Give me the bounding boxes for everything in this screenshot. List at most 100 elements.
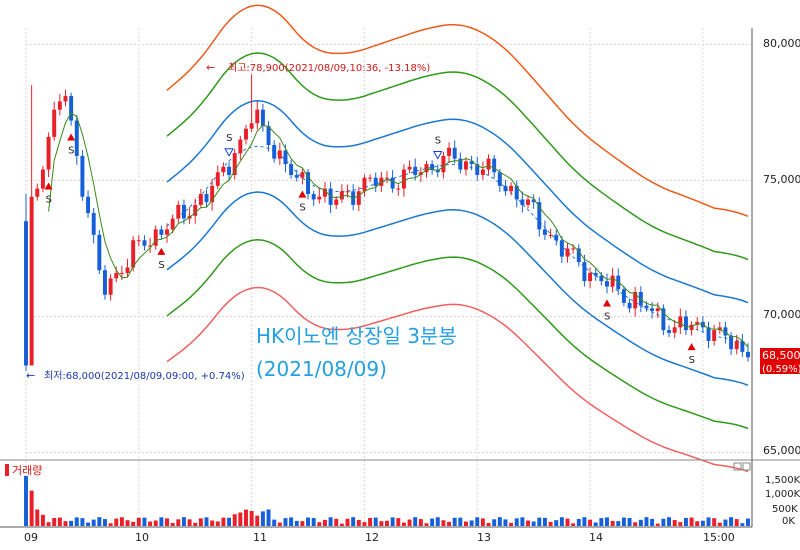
y-tick-label: 70,000 (763, 308, 800, 321)
volume-bar (57, 517, 62, 526)
volume-bar (616, 521, 621, 526)
candle (509, 185, 514, 192)
volume-bar (102, 519, 107, 526)
candle (565, 248, 570, 257)
volume-bar (418, 519, 423, 526)
candle (244, 128, 248, 140)
candle (514, 185, 519, 200)
candle (627, 302, 632, 309)
volume-bar (221, 517, 226, 526)
volume-bar (542, 517, 547, 526)
y-tick-label: 80,000 (763, 37, 800, 50)
candle (181, 204, 186, 219)
volume-bar (244, 509, 248, 526)
candle (148, 245, 153, 247)
volume-bar (475, 517, 480, 526)
candle (159, 229, 164, 235)
volume-bar (294, 520, 299, 526)
candle (503, 185, 508, 192)
candle (322, 188, 327, 197)
candle (238, 139, 243, 154)
candle (255, 109, 260, 124)
volume-bar (356, 519, 361, 526)
candle (492, 158, 497, 173)
candle (554, 234, 559, 241)
candle (142, 240, 147, 246)
volume-bar (683, 517, 688, 526)
candle (306, 172, 311, 195)
volume-bar (695, 521, 700, 526)
volume-bar (108, 523, 113, 526)
volume-bar (227, 517, 232, 526)
volume-bar (655, 523, 660, 526)
volume-bar (170, 522, 175, 526)
candle (740, 340, 745, 352)
candle (458, 158, 463, 170)
candle (706, 327, 711, 341)
candles (24, 74, 750, 371)
candle (91, 213, 96, 235)
volume-bar (571, 523, 576, 526)
candle (362, 177, 367, 192)
volume-bar (593, 522, 598, 526)
volume-bar (86, 522, 91, 526)
volume-bar (198, 518, 203, 526)
buy-signal (602, 299, 611, 307)
volume-bar (345, 518, 350, 526)
candle (221, 166, 226, 173)
candle (46, 136, 51, 170)
candle (29, 196, 34, 366)
volume-bar (497, 517, 502, 526)
volume-bar (621, 517, 626, 526)
candle (260, 109, 265, 126)
candle (345, 191, 350, 193)
volume-bar (452, 517, 457, 526)
panel-restore-button[interactable] (733, 462, 742, 471)
candle (430, 164, 435, 170)
chart-subtitle: (2021/08/09) (256, 357, 387, 381)
volume-bar (238, 512, 243, 526)
volume-bar (159, 517, 164, 526)
volume-bar (74, 517, 79, 526)
candle (644, 305, 649, 309)
candle (447, 147, 452, 156)
candle (571, 248, 576, 250)
volume-bar (401, 522, 406, 526)
volume-y-tick-label: 1,000K (765, 489, 800, 500)
signal-label: S (435, 136, 441, 147)
volume-bar (311, 517, 316, 526)
volume-bar (339, 523, 344, 526)
volume-bar (712, 518, 717, 526)
volume-bar (266, 509, 271, 526)
candle (232, 153, 237, 175)
candle (672, 327, 677, 333)
volume-bar (52, 517, 57, 526)
candle (35, 188, 40, 197)
volume-bar (210, 520, 215, 526)
volume-bar (458, 517, 463, 526)
volume-bar (672, 519, 677, 526)
volume-bar (176, 519, 181, 526)
candle (413, 166, 418, 175)
volume-bar (385, 520, 389, 526)
band-lower-inner (166, 191, 749, 387)
volume-bar (362, 522, 367, 526)
volume-bar (531, 521, 536, 526)
panel-close-button[interactable] (742, 462, 751, 471)
candle (277, 150, 282, 159)
candle (24, 221, 28, 366)
candle (396, 188, 401, 190)
volume-bar (492, 519, 497, 526)
candle (559, 240, 564, 257)
volume-bar (486, 522, 491, 526)
candle (311, 194, 316, 200)
volume-bar (559, 517, 564, 526)
volume-bar (187, 519, 192, 526)
volume-bar (119, 517, 124, 526)
volume-bar (678, 522, 683, 526)
volume-bar (215, 521, 220, 526)
volume-bar (740, 523, 745, 526)
signal-label: S (299, 203, 305, 214)
high-annotation: 최고:78,900(2021/08/09,10:36, -13.18%) (228, 62, 430, 74)
volume-bar (723, 519, 728, 526)
